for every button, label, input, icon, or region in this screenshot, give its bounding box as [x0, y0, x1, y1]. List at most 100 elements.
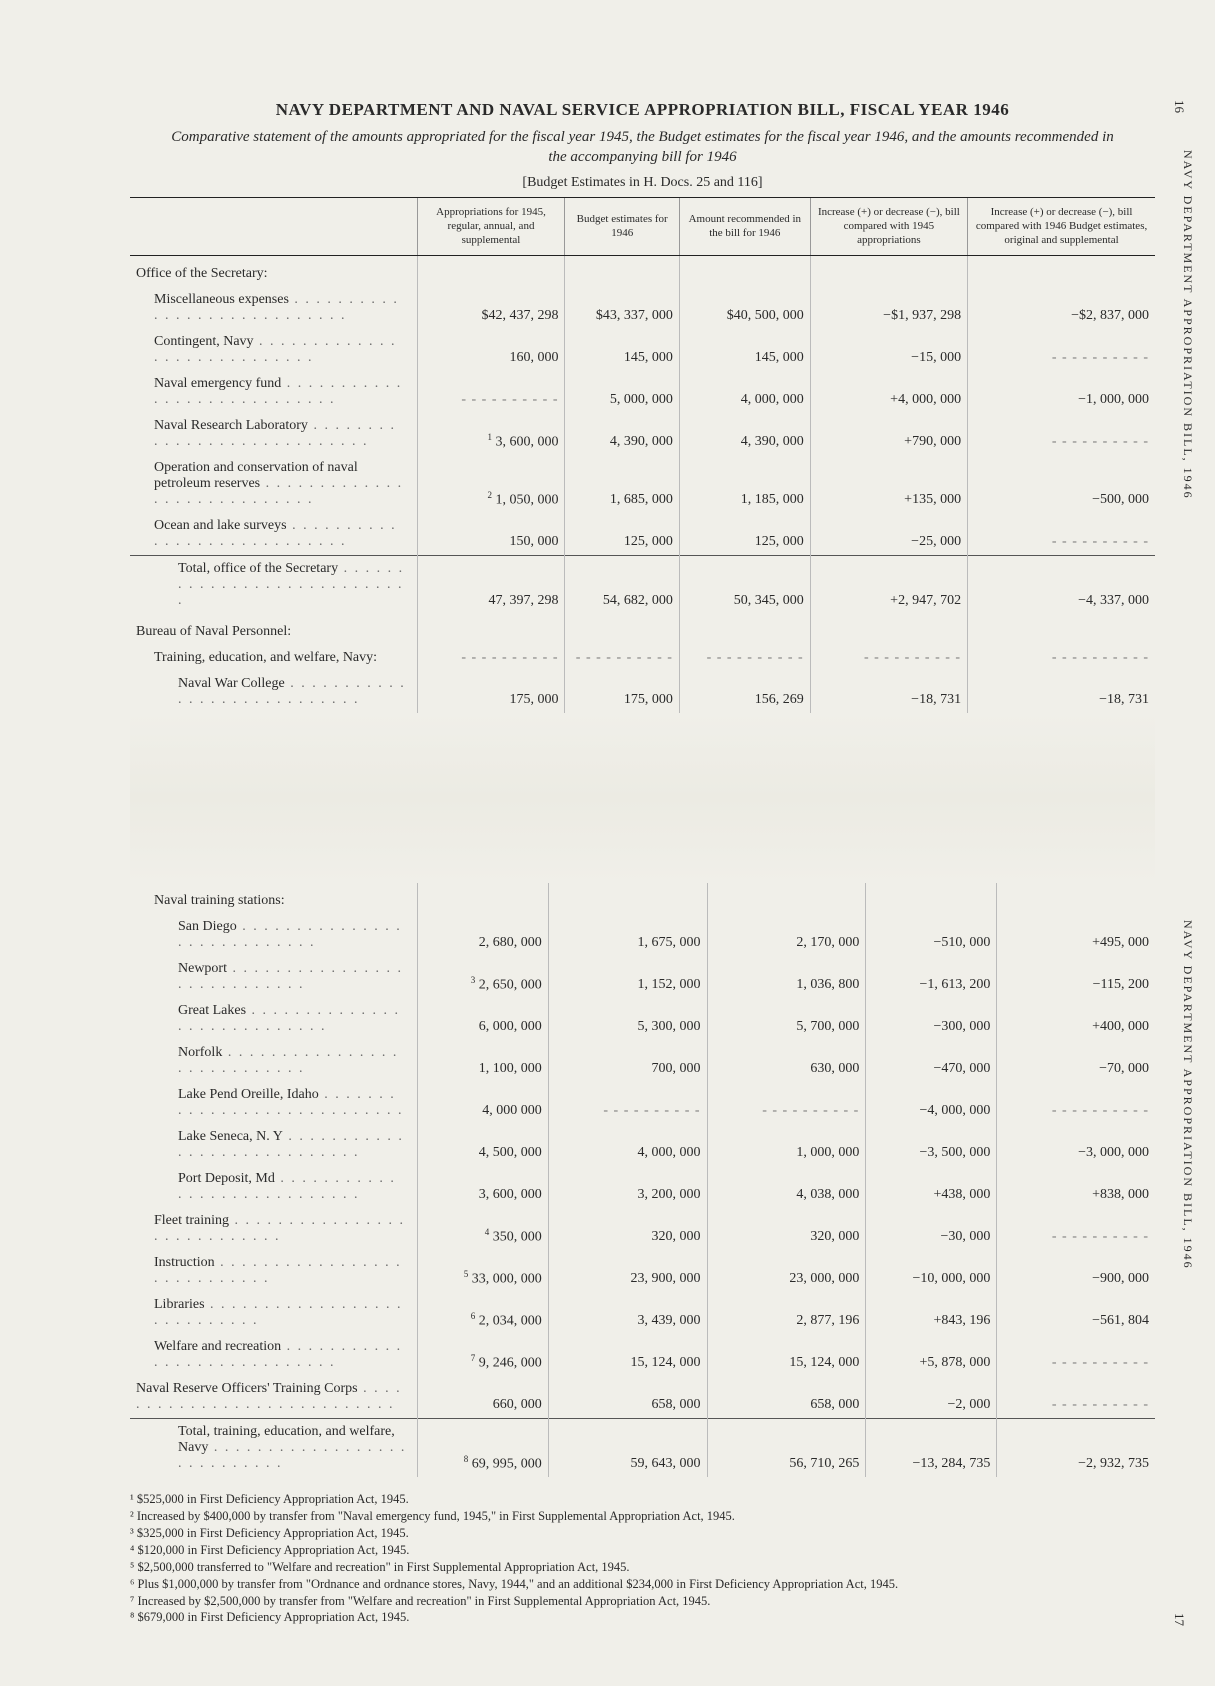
cell-1945: 175, 000: [417, 671, 565, 713]
cell-vs46: - - - - - - - - - -: [997, 1334, 1155, 1376]
cell-vs46: +838, 000: [997, 1166, 1155, 1208]
cell-vs45: −1, 613, 200: [866, 956, 997, 998]
cell-bill: 145, 000: [679, 329, 810, 371]
cell-vs45: −4, 000, 000: [866, 1082, 997, 1124]
cell-1945: 4 350, 000: [417, 1208, 548, 1250]
cell-bill: 50, 345, 000: [679, 556, 810, 615]
appropriations-table-bottom: Naval training stations:San Diego2, 680,…: [130, 883, 1155, 1477]
cell-budget: 1, 675, 000: [548, 914, 707, 956]
cell-vs45: −470, 000: [866, 1040, 997, 1082]
cell-vs45: −18, 731: [810, 671, 967, 713]
cell-1945: $42, 437, 298: [417, 287, 565, 329]
cell-1945: 6, 000, 000: [417, 998, 548, 1040]
cell-1945: 160, 000: [417, 329, 565, 371]
cell-bill: 1, 036, 800: [707, 956, 866, 998]
cell-vs45: −3, 500, 000: [866, 1124, 997, 1166]
cell-budget: 23, 900, 000: [548, 1250, 707, 1292]
cell-1945: 1, 100, 000: [417, 1040, 548, 1082]
cell-budget: 658, 000: [548, 1376, 707, 1419]
cell-vs46: −$2, 837, 000: [968, 287, 1155, 329]
cell-bill: 658, 000: [707, 1376, 866, 1419]
cell-bill: - - - - - - - - - -: [707, 1082, 866, 1124]
cell-budget: 15, 124, 000: [548, 1334, 707, 1376]
cell-1945: 4, 000 000: [417, 1082, 548, 1124]
cell-vs46: - - - - - - - - - -: [968, 413, 1155, 455]
cell-vs46: - - - - - - - - - -: [997, 1376, 1155, 1419]
cell-vs46: +400, 000: [997, 998, 1155, 1040]
cell-bill: 630, 000: [707, 1040, 866, 1082]
row-label: Naval Reserve Officers' Training Corps: [130, 1376, 417, 1419]
cell-budget: 320, 000: [548, 1208, 707, 1250]
cell-budget: 5, 300, 000: [548, 998, 707, 1040]
cell-vs45: +790, 000: [810, 413, 967, 455]
cell-budget: $43, 337, 000: [565, 287, 679, 329]
section-heading: Naval training stations:: [130, 883, 417, 914]
cell-bill: 1, 000, 000: [707, 1124, 866, 1166]
col-header-vs-1945: Increase (+) or decrease (−), bill compa…: [810, 198, 967, 256]
row-label: Newport: [130, 956, 417, 998]
row-label: Naval Research Laboratory: [130, 413, 417, 455]
document-subtitle: Comparative statement of the amounts app…: [170, 128, 1115, 167]
cell-1945: 3, 600, 000: [417, 1166, 548, 1208]
cell-1945: 1 3, 600, 000: [417, 413, 565, 455]
cell-bill: 4, 000, 000: [679, 371, 810, 413]
cell-vs46: −18, 731: [968, 671, 1155, 713]
cell-vs45: +843, 196: [866, 1292, 997, 1334]
cell-budget: 700, 000: [548, 1040, 707, 1082]
cell-1945: 6 2, 034, 000: [417, 1292, 548, 1334]
cell-vs45: +135, 000: [810, 455, 967, 513]
cell-1945: 3 2, 650, 000: [417, 956, 548, 998]
footnote: ⁷ Increased by $2,500,000 by transfer fr…: [142, 1593, 1155, 1610]
cell-1945: 2 1, 050, 000: [417, 455, 565, 513]
row-label: Contingent, Navy: [130, 329, 417, 371]
cell-budget: 3, 200, 000: [548, 1166, 707, 1208]
cell-vs45: −$1, 937, 298: [810, 287, 967, 329]
cell-budget: - - - - - - - - - -: [548, 1082, 707, 1124]
cell-budget: 59, 643, 000: [548, 1419, 707, 1478]
cell-vs45: −15, 000: [810, 329, 967, 371]
cell-1945: 7 9, 246, 000: [417, 1334, 548, 1376]
cell-vs46: −500, 000: [968, 455, 1155, 513]
cell-vs46: −900, 000: [997, 1250, 1155, 1292]
row-label: Miscellaneous expenses: [130, 287, 417, 329]
side-label-top: NAVY DEPARTMENT APPROPRIATION BILL, 1946: [1180, 150, 1195, 500]
cell-1945: 47, 397, 298: [417, 556, 565, 615]
cell-budget: 1, 152, 000: [548, 956, 707, 998]
cell-1945: 5 33, 000, 000: [417, 1250, 548, 1292]
row-label: Welfare and recreation: [130, 1334, 417, 1376]
footnote: ⁵ $2,500,000 transferred to "Welfare and…: [142, 1559, 1155, 1576]
footnote: ³ $325,000 in First Deficiency Appropria…: [142, 1525, 1155, 1542]
cell-budget: 4, 000, 000: [548, 1124, 707, 1166]
cell-1945: 2, 680, 000: [417, 914, 548, 956]
cell-1945: - - - - - - - - - -: [417, 371, 565, 413]
cell-1945: 660, 000: [417, 1376, 548, 1419]
document-reference: [Budget Estimates in H. Docs. 25 and 116…: [130, 175, 1155, 191]
footnote: ⁶ Plus $1,000,000 by transfer from "Ordn…: [142, 1576, 1155, 1593]
cell-1945: 150, 000: [417, 513, 565, 556]
cell-bill: 4, 390, 000: [679, 413, 810, 455]
cell-vs45: +2, 947, 702: [810, 556, 967, 615]
row-label: Naval emergency fund: [130, 371, 417, 413]
col-header-1946-bill: Amount recommended in the bill for 1946: [679, 198, 810, 256]
page-number-bottom: 17: [1171, 1613, 1187, 1626]
cell-vs45: −510, 000: [866, 914, 997, 956]
cell-vs46: −70, 000: [997, 1040, 1155, 1082]
row-label: Fleet training: [130, 1208, 417, 1250]
cell-vs45: - - - - - - - - - -: [810, 645, 967, 671]
row-label: Lake Pend Oreille, Idaho: [130, 1082, 417, 1124]
cell-1945: 8 69, 995, 000: [417, 1419, 548, 1478]
cell-vs45: +5, 878, 000: [866, 1334, 997, 1376]
cell-budget: 4, 390, 000: [565, 413, 679, 455]
cell-vs45: −300, 000: [866, 998, 997, 1040]
section-heading: Bureau of Naval Personnel:: [130, 614, 417, 645]
cell-vs46: - - - - - - - - - -: [968, 513, 1155, 556]
page-number-top: 16: [1171, 100, 1187, 113]
row-label: Libraries: [130, 1292, 417, 1334]
appropriations-table-top: Appropriations for 1945, regular, annual…: [130, 197, 1155, 713]
section-heading: Office of the Secretary:: [130, 256, 417, 288]
cell-vs45: −13, 284, 735: [866, 1419, 997, 1478]
cell-vs46: −115, 200: [997, 956, 1155, 998]
cell-bill: 5, 700, 000: [707, 998, 866, 1040]
col-header-1945: Appropriations for 1945, regular, annual…: [417, 198, 565, 256]
cell-budget: 125, 000: [565, 513, 679, 556]
